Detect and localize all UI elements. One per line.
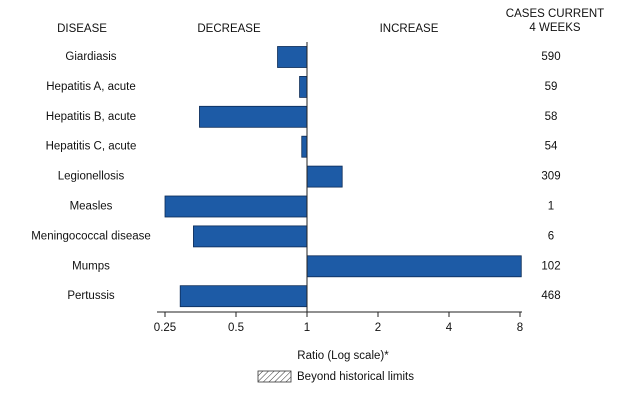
x-tick-label: 0.25 <box>154 322 176 334</box>
bar <box>306 165 343 188</box>
category-label: Mumps <box>72 260 110 272</box>
header-increase: INCREASE <box>380 23 439 35</box>
cases-value: 6 <box>548 230 554 242</box>
header-cases: CASES CURRENT <box>506 8 604 20</box>
category-label: Legionellosis <box>58 171 125 183</box>
cases-value: 590 <box>541 51 560 63</box>
bar <box>301 135 308 158</box>
cases-value: 1 <box>548 201 554 213</box>
bar <box>164 195 308 218</box>
header-cases: 4 WEEKS <box>529 22 580 34</box>
category-label: Giardiasis <box>65 51 116 63</box>
bar <box>193 225 308 248</box>
header-decrease: DECREASE <box>197 23 261 35</box>
cases-value: 102 <box>541 260 560 272</box>
cases-value: 59 <box>545 81 558 93</box>
category-label: Measles <box>70 201 113 213</box>
bar <box>199 105 308 128</box>
x-tick-label: 2 <box>375 322 381 334</box>
bar <box>299 76 308 98</box>
category-label: Pertussis <box>67 290 115 302</box>
header-disease: DISEASE <box>57 23 107 35</box>
cases-value: 58 <box>545 111 558 123</box>
bar <box>277 46 308 68</box>
legend-label: Beyond historical limits <box>297 371 414 383</box>
x-axis-label: Ratio (Log scale)* <box>297 350 389 362</box>
cases-value: 54 <box>545 141 558 153</box>
cases-value: 468 <box>541 290 560 302</box>
category-label: Hepatitis B, acute <box>46 111 136 123</box>
bar <box>306 255 522 278</box>
bar <box>179 285 308 308</box>
cases-value: 309 <box>541 171 560 183</box>
x-tick-label: 4 <box>446 322 453 334</box>
category-label: Meningococcal disease <box>31 230 151 242</box>
category-label: Hepatitis A, acute <box>46 81 136 93</box>
category-label: Hepatitis C, acute <box>46 141 137 153</box>
legend-swatch <box>257 370 292 383</box>
x-tick-label: 8 <box>517 322 523 334</box>
x-tick-label: 0.5 <box>228 322 244 334</box>
x-tick-label: 1 <box>304 322 310 334</box>
